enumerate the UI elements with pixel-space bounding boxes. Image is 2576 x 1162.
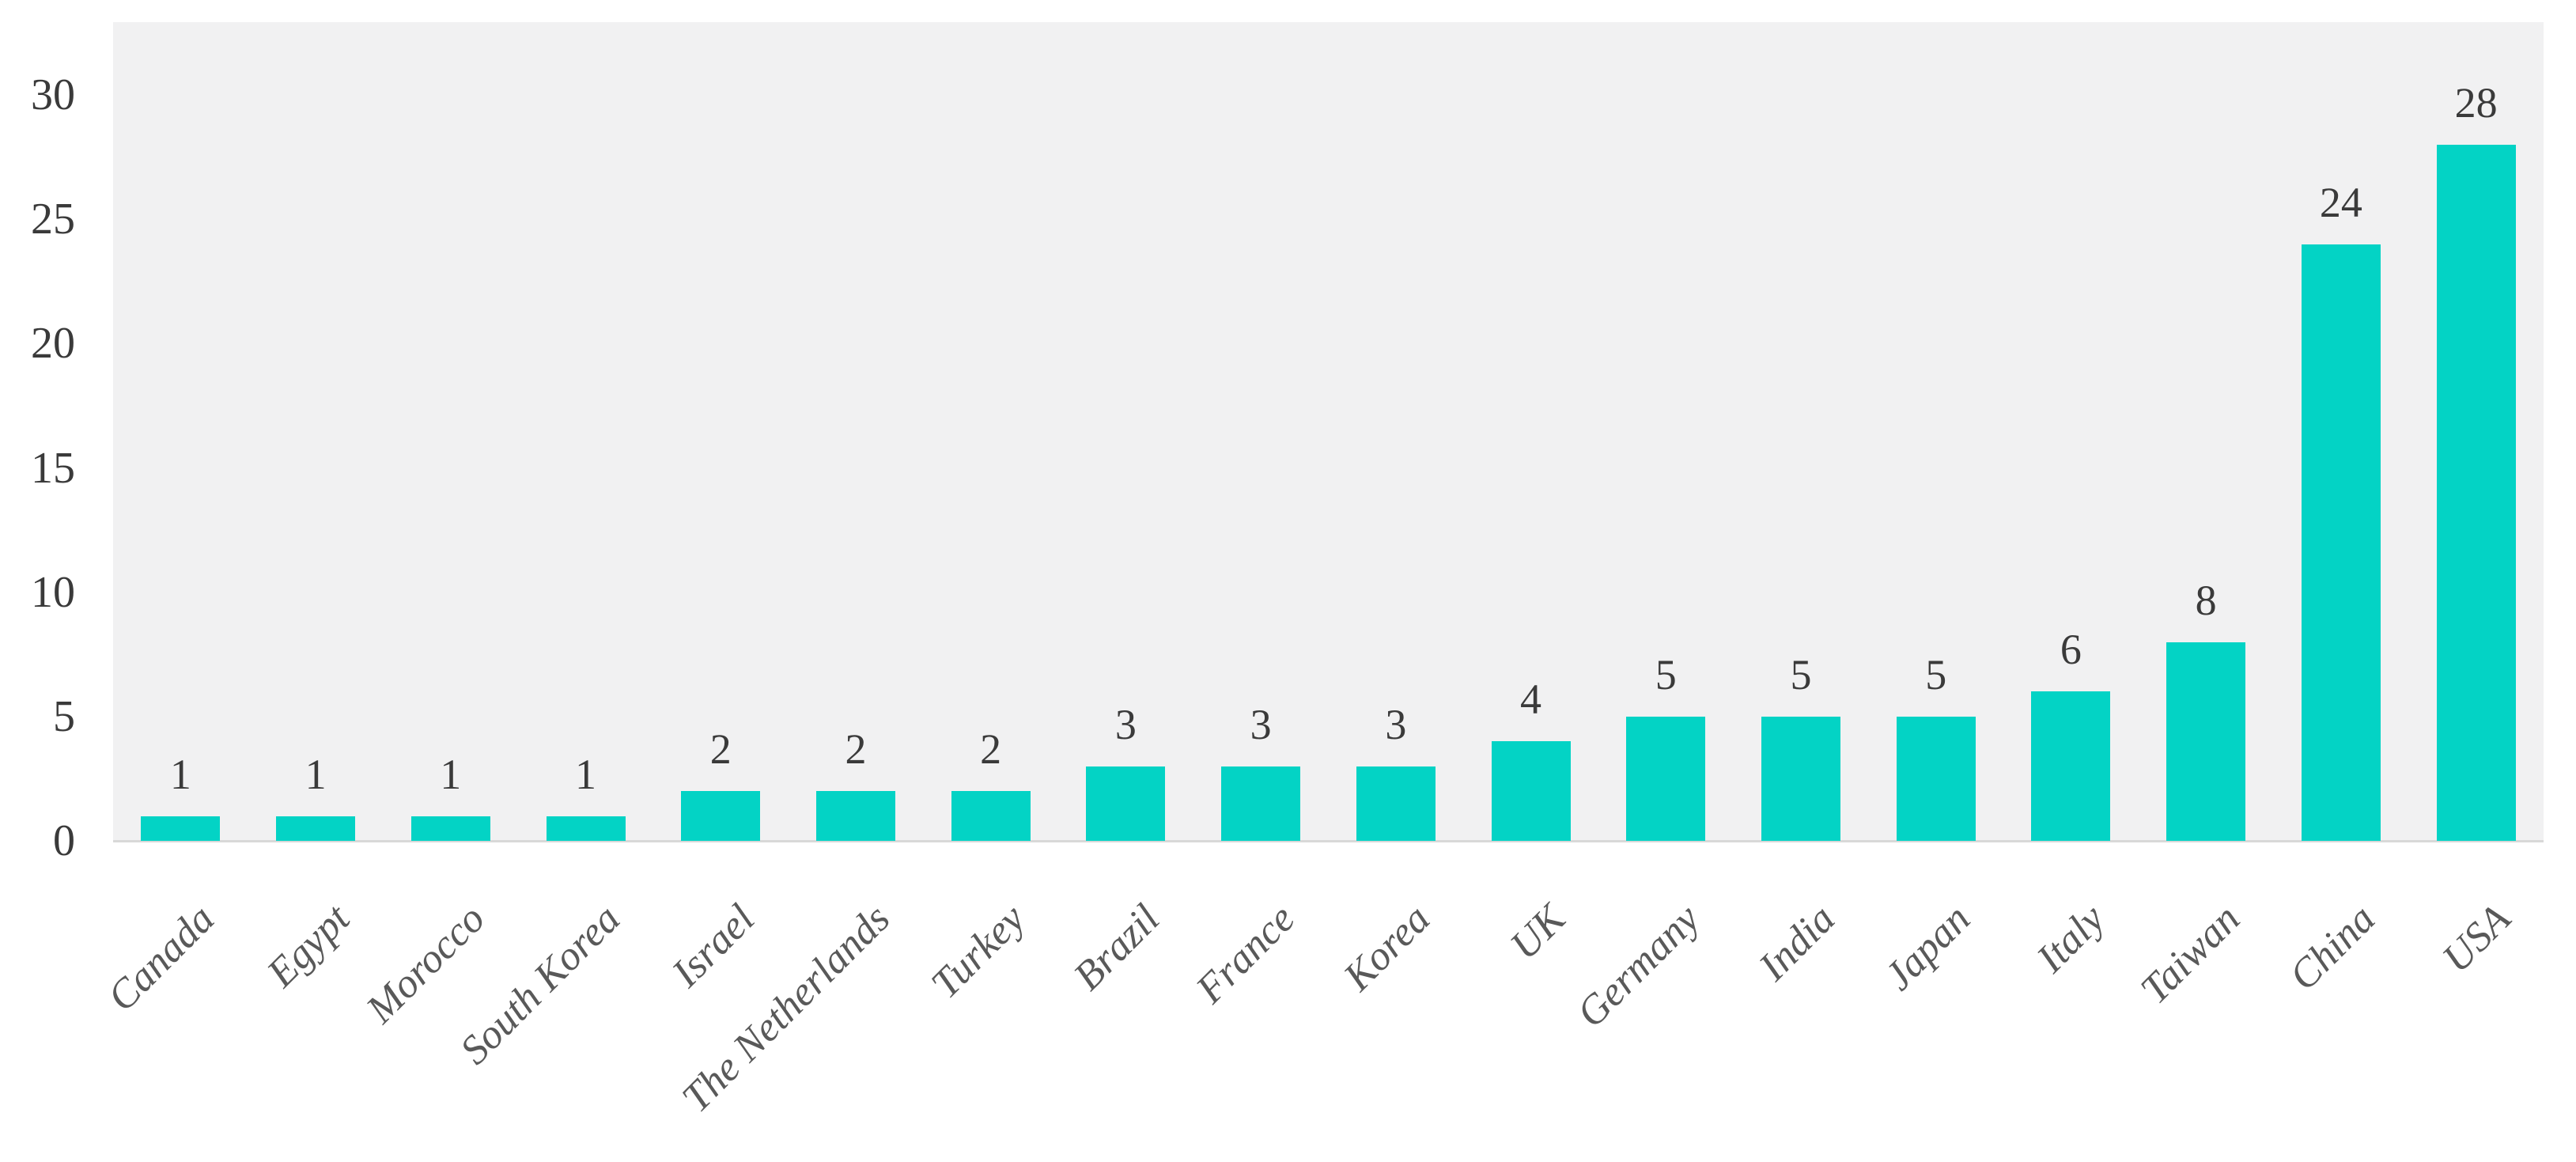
bar-value-label: 1: [169, 750, 191, 798]
bar-value-label: 2: [980, 725, 1002, 774]
bar-value-label: 1: [440, 750, 462, 798]
bar-value-label: 8: [2195, 576, 2217, 624]
y-tick-label: 10: [31, 567, 75, 617]
y-axis: 0 5 10 15 20 25 30: [0, 0, 75, 1162]
bar-slot: 1: [518, 22, 653, 841]
bar-value-label: 2: [709, 725, 732, 774]
bar-value-label: 2: [845, 725, 867, 774]
bar: [276, 816, 356, 841]
bar: [2031, 691, 2111, 841]
bar: [681, 791, 761, 841]
bar-slot: 3: [1328, 22, 1463, 841]
bar-slot: 5: [1734, 22, 1869, 841]
y-tick-label: 0: [53, 816, 75, 865]
y-tick-label: 25: [31, 195, 75, 244]
x-axis-labels: Canada Egypt Morocco South Korea Israel The N…: [100, 841, 2544, 1162]
y-tick-label: 15: [31, 443, 75, 493]
bar-slot: 2: [789, 22, 924, 841]
bar: [410, 816, 490, 841]
bar-slot: 1: [113, 22, 248, 841]
bar: [1626, 716, 1706, 841]
bar: [1086, 766, 1166, 841]
bar-slot: 1: [383, 22, 518, 841]
bar-slot: 2: [923, 22, 1058, 841]
bar-slot: 1: [248, 22, 384, 841]
bar: [141, 816, 221, 841]
bar-value-label: 5: [1655, 650, 1677, 698]
y-tick-label: 20: [31, 319, 75, 369]
bar-slot: 24: [2274, 22, 2409, 841]
bar-series: 1 1 1 1 2 2 2 3 3 3 4 5 5 5 6 8 24 28: [113, 22, 2544, 841]
plot-area: [113, 22, 2544, 841]
bar: [1896, 716, 1976, 841]
bar: [1221, 766, 1301, 841]
bar-value-label: 5: [1790, 650, 1812, 698]
bar-value-label: 6: [2060, 626, 2082, 674]
bar: [2301, 244, 2381, 841]
bar-value-label: 3: [1385, 700, 1407, 748]
bar: [1761, 716, 1840, 841]
bar-slot: 3: [1193, 22, 1329, 841]
y-tick-label: 30: [31, 70, 75, 120]
bar-slot: 5: [1598, 22, 1734, 841]
bar-slot: 3: [1058, 22, 1193, 841]
bar: [951, 791, 1031, 841]
bar-value-label: 1: [575, 750, 597, 798]
bar: [2166, 642, 2246, 841]
bar-slot: 5: [1868, 22, 2003, 841]
bar-value-label: 3: [1250, 700, 1272, 748]
bar-slot: 6: [2003, 22, 2139, 841]
bar-value-label: 1: [305, 750, 327, 798]
bar-slot: 8: [2139, 22, 2274, 841]
bar: [2436, 144, 2516, 841]
y-tick-label: 5: [53, 691, 75, 741]
bar-value-label: 3: [1114, 700, 1137, 748]
bar: [1491, 741, 1571, 841]
x-axis-line: [113, 840, 2544, 842]
bar: [1356, 766, 1436, 841]
bar-slot: 28: [2408, 22, 2544, 841]
bar-value-label: 24: [2319, 178, 2362, 226]
bar-value-label: 28: [2454, 78, 2498, 127]
bar: [815, 791, 895, 841]
bar-value-label: 4: [1520, 676, 1542, 724]
bar: [546, 816, 626, 841]
bar-slot: 2: [653, 22, 789, 841]
bar-value-label: 5: [1925, 650, 1947, 698]
bar-slot: 4: [1463, 22, 1598, 841]
